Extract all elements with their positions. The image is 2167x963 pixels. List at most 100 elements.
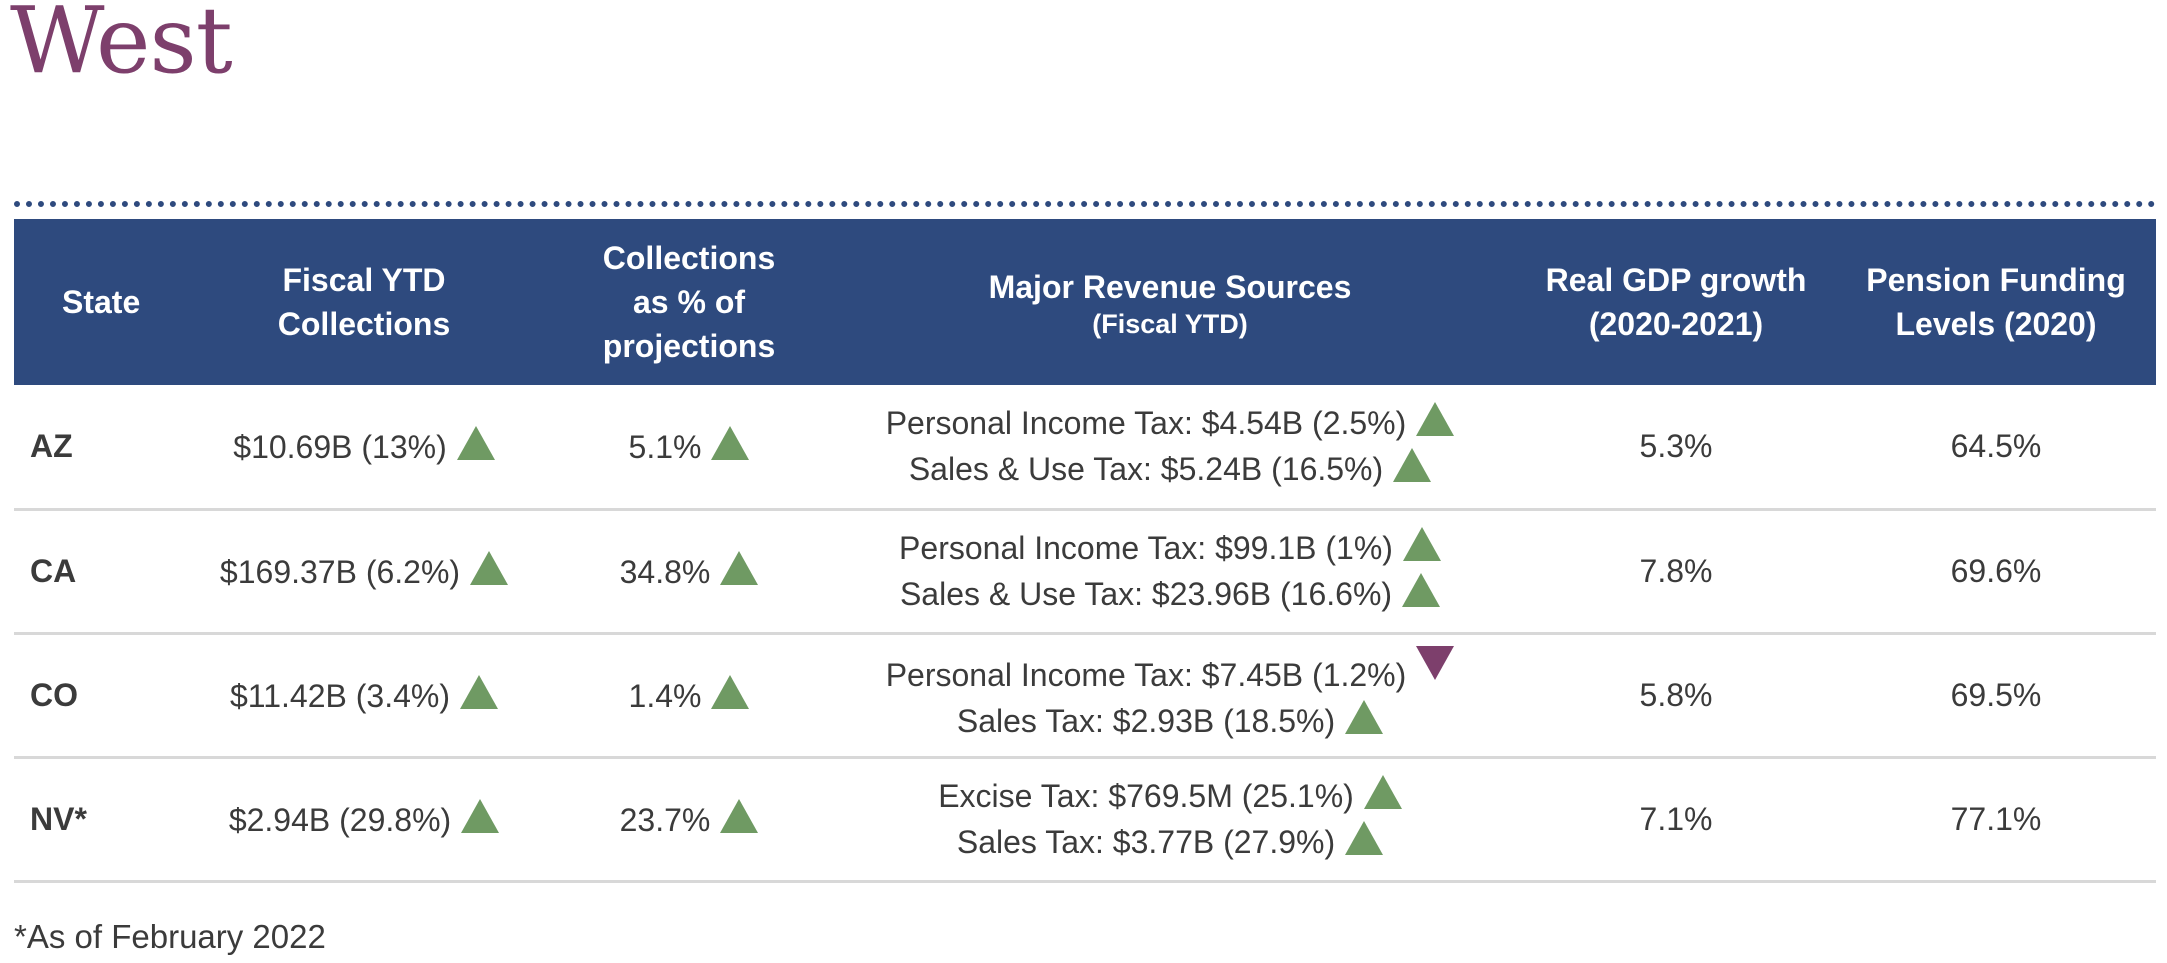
gdp-growth-cell: 7.8%: [1516, 509, 1836, 633]
up-arrow-icon: [1402, 573, 1441, 607]
pension-value: 64.5%: [1950, 427, 2042, 464]
revenue-source-line: Sales Tax: $2.93B (18.5%): [824, 698, 1516, 744]
up-arrow-icon: [1416, 402, 1455, 437]
up-arrow-icon: [1345, 700, 1384, 734]
header-pension: Pension Funding Levels (2020): [1836, 219, 2156, 385]
header-state: State: [14, 219, 174, 385]
collections-cell: $2.94B (29.8%): [174, 757, 554, 881]
header-gdp-growth: Real GDP growth (2020-2021): [1516, 219, 1836, 385]
pct-projection-value: 1.4%: [628, 678, 702, 714]
up-arrow-icon: [459, 675, 498, 709]
revenue-sources-cell: Excise Tax: $769.5M (25.1%) Sales Tax: $3…: [824, 757, 1516, 881]
table-header: State Fiscal YTD Collections Collections…: [14, 219, 2156, 385]
pct-projection-cell: 23.7%: [554, 757, 824, 881]
header-pension-line: Levels (2020): [1895, 306, 2097, 342]
up-arrow-icon: [461, 799, 500, 833]
revenue-source-line: Excise Tax: $769.5M (25.1%): [824, 773, 1516, 819]
revenue-source-text: Sales Tax: $3.77B (27.9%): [956, 824, 1336, 860]
pct-projection-value: 34.8%: [619, 554, 711, 590]
table-row: AZ $10.69B (13%) 5.1% Personal Income Tax: …: [14, 385, 2156, 509]
up-arrow-icon: [711, 675, 750, 709]
header-row: State Fiscal YTD Collections Collections…: [14, 219, 2156, 385]
pension-cell: 69.6%: [1836, 509, 2156, 633]
collections-cell: $169.37B (6.2%): [174, 509, 554, 633]
revenue-source-line: Sales Tax: $3.77B (27.9%): [824, 819, 1516, 865]
state-cell: NV*: [14, 757, 174, 881]
state-cell: CA: [14, 509, 174, 633]
header-collections: Fiscal YTD Collections: [174, 219, 554, 385]
pct-projection-cell: 5.1%: [554, 385, 824, 509]
header-revenue-sources: Major Revenue Sources (Fiscal YTD): [824, 219, 1516, 385]
header-collections-line: Fiscal YTD: [282, 262, 446, 298]
revenue-sources-cell: Personal Income Tax: $4.54B (2.5%) Sales …: [824, 385, 1516, 509]
revenue-sources-cell: Personal Income Tax: $99.1B (1%) Sales & …: [824, 509, 1516, 633]
state-code: CO: [30, 676, 78, 713]
state-revenue-table: State Fiscal YTD Collections Collections…: [14, 219, 2156, 883]
pension-cell: 64.5%: [1836, 385, 2156, 509]
collections-value: $169.37B (6.2%): [219, 554, 461, 590]
revenue-source-text: Personal Income Tax: $4.54B (2.5%): [885, 405, 1407, 442]
revenue-source-line: Sales & Use Tax: $23.96B (16.6%): [824, 571, 1516, 617]
state-code: AZ: [30, 427, 73, 464]
gdp-growth-value: 7.1%: [1639, 800, 1713, 837]
header-pct-projection: Collections as % of projections: [554, 219, 824, 385]
header-gdp-growth-line: (2020-2021): [1588, 306, 1764, 342]
revenue-source-text: Sales Tax: $2.93B (18.5%): [956, 703, 1336, 739]
state-code: CA: [30, 552, 77, 589]
state-revenue-table-wrapper: State Fiscal YTD Collections Collections…: [14, 219, 2156, 883]
pension-value: 77.1%: [1950, 800, 2042, 837]
dotted-divider: [14, 201, 2156, 207]
gdp-growth-value: 5.3%: [1639, 427, 1713, 464]
collections-value: $10.69B (13%): [233, 429, 447, 466]
pct-projection-value: 5.1%: [628, 429, 702, 466]
gdp-growth-cell: 7.1%: [1516, 757, 1836, 881]
state-cell: CO: [14, 633, 174, 757]
revenue-source-text: Personal Income Tax: $7.45B (1.2%): [885, 657, 1407, 693]
gdp-growth-cell: 5.8%: [1516, 633, 1836, 757]
pct-projection-value: 23.7%: [619, 802, 711, 838]
down-arrow-icon: [1416, 646, 1455, 680]
pct-projection-cell: 1.4%: [554, 633, 824, 757]
revenue-source-line: Personal Income Tax: $4.54B (2.5%): [824, 400, 1516, 446]
up-arrow-icon: [1402, 527, 1441, 561]
revenue-source-text: Sales & Use Tax: $23.96B (16.6%): [899, 576, 1393, 612]
table-row: NV* $2.94B (29.8%) 23.7% Excise Tax: $769.5…: [14, 757, 2156, 881]
pct-projection-cell: 34.8%: [554, 509, 824, 633]
collections-cell: $10.69B (13%): [174, 385, 554, 509]
header-pct-projection-line: as % of: [632, 284, 746, 320]
table-row: CO $11.42B (3.4%) 1.4% Personal Income Tax:…: [14, 633, 2156, 757]
up-arrow-icon: [720, 799, 759, 833]
header-state-line: State: [62, 284, 141, 320]
table-row: CA $169.37B (6.2%) 34.8% Personal Income Ta…: [14, 509, 2156, 633]
gdp-growth-cell: 5.3%: [1516, 385, 1836, 509]
header-pension-line: Pension Funding: [1866, 262, 2126, 298]
revenue-sources-cell: Personal Income Tax: $7.45B (1.2%) Sales …: [824, 633, 1516, 757]
up-arrow-icon: [711, 426, 750, 461]
pension-value: 69.6%: [1950, 552, 2042, 589]
header-gdp-growth-line: Real GDP growth: [1545, 262, 1807, 298]
state-code: NV*: [30, 800, 87, 837]
table-body: AZ $10.69B (13%) 5.1% Personal Income Tax: …: [14, 385, 2156, 881]
collections-cell: $11.42B (3.4%): [174, 633, 554, 757]
revenue-source-line: Sales & Use Tax: $5.24B (16.5%): [824, 446, 1516, 492]
collections-value: $2.94B (29.8%): [228, 802, 452, 838]
header-pct-projection-line: Collections: [602, 240, 776, 276]
pension-cell: 77.1%: [1836, 757, 2156, 881]
revenue-source-line: Personal Income Tax: $99.1B (1%): [824, 525, 1516, 571]
up-arrow-icon: [470, 551, 509, 585]
region-title: West: [10, 0, 233, 94]
gdp-growth-value: 7.8%: [1639, 552, 1713, 589]
gdp-growth-value: 5.8%: [1639, 676, 1713, 713]
up-arrow-icon: [456, 426, 495, 461]
revenue-source-text: Personal Income Tax: $99.1B (1%): [899, 530, 1393, 566]
revenue-source-text: Excise Tax: $769.5M (25.1%): [938, 778, 1354, 814]
revenue-source-text: Sales & Use Tax: $5.24B (16.5%): [908, 451, 1384, 488]
revenue-source-line: Personal Income Tax: $7.45B (1.2%): [824, 646, 1516, 698]
header-revenue-sources-title: Major Revenue Sources: [988, 269, 1352, 305]
up-arrow-icon: [1393, 448, 1432, 483]
header-revenue-sources-subtitle: (Fiscal YTD): [1092, 309, 1248, 339]
footnote: *As of February 2022: [14, 918, 326, 955]
up-arrow-icon: [720, 551, 759, 585]
up-arrow-icon: [1345, 821, 1384, 855]
collections-value: $11.42B (3.4%): [230, 678, 450, 714]
